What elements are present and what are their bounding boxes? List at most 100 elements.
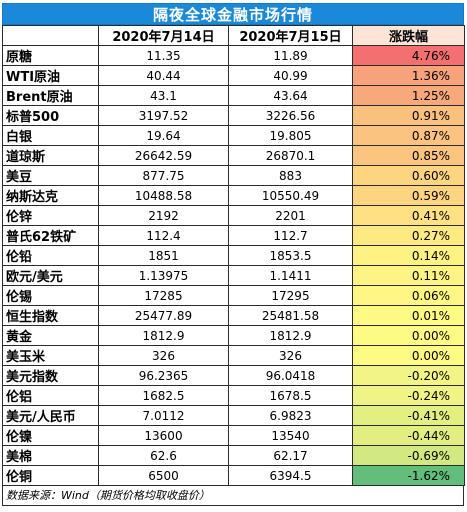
row-value-date-2: 3226.56 [228,105,353,126]
table-row: 美元/人民币 7.0112 6.9823 -0.41% [2,405,465,426]
row-value-date-1: 7.0112 [98,405,229,426]
row-name: 纳斯达克 [2,185,99,206]
row-change: 0.41% [352,205,465,226]
row-name: 伦铅 [2,245,99,266]
row-value-date-2: 2201 [228,205,353,226]
row-change: 0.85% [352,145,465,166]
row-value-date-1: 10488.58 [98,185,229,206]
table-row: WTI原油 40.44 40.99 1.36% [2,65,465,86]
header-date-2: 2020年7月15日 [228,25,353,46]
table-row: 原糖 11.35 11.89 4.76% [2,45,465,66]
row-name: 美棉 [2,445,99,466]
row-value-date-2: 25481.58 [228,305,353,326]
row-name: 伦锡 [2,285,99,306]
row-change: 0.00% [352,325,465,346]
table-row: 美豆 877.75 883 0.60% [2,165,465,186]
row-value-date-1: 6500 [98,465,229,486]
row-value-date-1: 1812.9 [98,325,229,346]
row-value-date-1: 17285 [98,285,229,306]
table-row: 伦锡 17285 17295 0.06% [2,285,465,306]
row-name: WTI原油 [2,65,99,86]
row-name: 黄金 [2,325,99,346]
row-change: -0.24% [352,385,465,406]
row-value-date-1: 25477.89 [98,305,229,326]
row-value-date-2: 112.7 [228,225,353,246]
table-row: Brent原油 43.1 43.64 1.25% [2,85,465,106]
row-name: 美元/人民币 [2,405,99,426]
row-name: 美豆 [2,165,99,186]
table-row: 伦锌 2192 2201 0.41% [2,205,465,226]
row-value-date-1: 326 [98,345,229,366]
row-value-date-1: 112.4 [98,225,229,246]
header-name [2,25,99,46]
row-change: -0.69% [352,445,465,466]
table-row: 美元指数 96.2365 96.0418 -0.20% [2,365,465,386]
table-row: 美棉 62.6 62.17 -0.69% [2,445,465,466]
table-row: 纳斯达克 10488.58 10550.49 0.59% [2,185,465,206]
header-row: 2020年7月14日 2020年7月15日 涨跌幅 [2,25,465,46]
row-value-date-2: 1678.5 [228,385,353,406]
row-value-date-2: 10550.49 [228,185,353,206]
row-value-date-2: 43.64 [228,85,353,106]
table-row: 普氏62铁矿 112.4 112.7 0.27% [2,225,465,246]
table-row: 伦铝 1682.5 1678.5 -0.24% [2,385,465,406]
market-panel: 隔夜全球金融市场行情 2020年7月14日 2020年7月15日 涨跌幅 原糖 1… [2,3,465,506]
source-note: 数据来源：Wind（期货价格均取收盘价） [2,486,464,506]
row-change: 0.14% [352,245,465,266]
row-value-date-1: 1851 [98,245,229,266]
row-name: 美玉米 [2,345,99,366]
row-value-date-1: 62.6 [98,445,229,466]
row-change: 0.00% [352,345,465,366]
header-date-1: 2020年7月14日 [98,25,229,46]
row-change: 0.91% [352,105,465,126]
market-table: 2020年7月14日 2020年7月15日 涨跌幅 原糖 11.35 11.89 4.… [2,25,465,486]
row-value-date-1: 26642.59 [98,145,229,166]
row-name: 伦铜 [2,465,99,486]
row-value-date-1: 40.44 [98,65,229,86]
table-body: 原糖 11.35 11.89 4.76% WTI原油 40.44 40.99 1.36% Bre… [2,45,465,486]
row-name: 原糖 [2,45,99,66]
row-name: 道琼斯 [2,145,99,166]
row-value-date-1: 13600 [98,425,229,446]
row-change: 0.60% [352,165,465,186]
row-value-date-2: 1.1411 [228,265,353,286]
row-name: 恒生指数 [2,305,99,326]
row-change: 0.01% [352,305,465,326]
table-row: 白银 19.64 19.805 0.87% [2,125,465,146]
row-change: -0.41% [352,405,465,426]
row-value-date-2: 96.0418 [228,365,353,386]
row-change: -0.20% [352,365,465,386]
row-name: 白银 [2,125,99,146]
table-row: 道琼斯 26642.59 26870.1 0.85% [2,145,465,166]
row-value-date-2: 883 [228,165,353,186]
row-name: 伦锌 [2,205,99,226]
row-change: -1.62% [352,465,465,486]
row-value-date-2: 1853.5 [228,245,353,266]
row-change: -0.44% [352,425,465,446]
table-row: 标普500 3197.52 3226.56 0.91% [2,105,465,126]
table-row: 欧元/美元 1.13975 1.1411 0.11% [2,265,465,286]
row-change: 1.36% [352,65,465,86]
table-row: 伦铅 1851 1853.5 0.14% [2,245,465,266]
header-change: 涨跌幅 [352,25,465,46]
row-value-date-1: 1.13975 [98,265,229,286]
row-value-date-2: 11.89 [228,45,353,66]
row-value-date-2: 40.99 [228,65,353,86]
row-value-date-2: 6.9823 [228,405,353,426]
table-row: 伦镍 13600 13540 -0.44% [2,425,465,446]
row-value-date-1: 2192 [98,205,229,226]
table-row: 恒生指数 25477.89 25481.58 0.01% [2,305,465,326]
row-change: 0.27% [352,225,465,246]
row-value-date-1: 3197.52 [98,105,229,126]
row-value-date-1: 1682.5 [98,385,229,406]
row-change: 0.59% [352,185,465,206]
row-name: 欧元/美元 [2,265,99,286]
row-name: 伦铝 [2,385,99,406]
row-value-date-1: 43.1 [98,85,229,106]
row-value-date-2: 17295 [228,285,353,306]
row-name: 标普500 [2,105,99,126]
row-name: Brent原油 [2,85,99,106]
panel-title: 隔夜全球金融市场行情 [2,3,464,25]
row-name: 美元指数 [2,365,99,386]
table-row: 美玉米 326 326 0.00% [2,345,465,366]
